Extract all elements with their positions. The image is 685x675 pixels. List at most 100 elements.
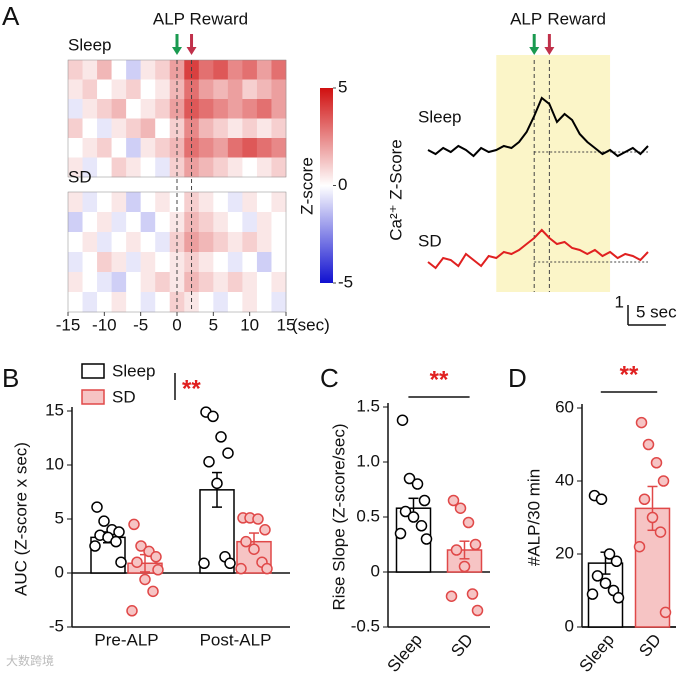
- heatmap-cell: [227, 272, 243, 293]
- heatmap-cell: [111, 272, 127, 293]
- heatmap-cell: [97, 118, 112, 139]
- data-point: [139, 573, 151, 586]
- data-point: [462, 516, 475, 529]
- heatmap-cell: [111, 79, 127, 100]
- significance: **: [182, 375, 201, 402]
- data-point: [646, 511, 659, 524]
- x-tick-label: 0: [172, 315, 181, 334]
- heatmap-cell: [256, 212, 272, 233]
- heatmap-cell: [242, 138, 258, 158]
- heatmap-cell: [198, 272, 214, 293]
- legend-swatch: [81, 363, 105, 379]
- heatmap-cell: [169, 118, 185, 139]
- heatmap-cell: [242, 99, 258, 119]
- heatmap-cell: [227, 99, 243, 119]
- heatmap-cell: [227, 138, 243, 158]
- heatmap-cell: [271, 192, 287, 213]
- heatmap-cell: [97, 60, 112, 80]
- data-point: [586, 588, 599, 600]
- marker-label: ALP: [153, 9, 185, 28]
- marker-label: Reward: [547, 9, 606, 28]
- heatmap-cell: [111, 157, 127, 178]
- x-tick-label: SD: [635, 630, 665, 660]
- x-tick-label: -15: [56, 315, 81, 334]
- x-tick-label: Sleep: [575, 630, 618, 675]
- data-point: [633, 540, 646, 553]
- heatmap-cell: [140, 232, 156, 253]
- heatmap-cell: [198, 192, 214, 213]
- colorbar-tick-label: 5: [338, 77, 347, 96]
- heatmap-cell: [155, 292, 171, 313]
- scalebar-y-label: 1: [615, 292, 624, 311]
- data-point: [115, 556, 127, 568]
- data-point: [595, 493, 608, 505]
- heatmap-cell: [126, 118, 141, 139]
- heatmap-cell: [140, 192, 156, 213]
- colorbar-label: Z-score: [297, 157, 316, 215]
- heatmap-cell: [126, 232, 141, 253]
- heatmap-cell: [97, 79, 112, 100]
- heatmap-cell: [82, 99, 98, 119]
- heatmap-cell: [184, 99, 200, 119]
- heatmap-cell: [213, 192, 229, 213]
- data-point: [128, 518, 140, 531]
- heatmap-cell: [256, 79, 272, 100]
- heatmap-cell: [140, 138, 156, 158]
- heatmap-cell: [227, 252, 243, 273]
- heatmap-cell: [68, 157, 83, 178]
- heatmap-cell: [256, 118, 272, 139]
- heatmap-cell: [97, 292, 112, 313]
- heatmap-cell: [140, 118, 156, 139]
- data-point: [466, 588, 479, 600]
- data-point: [403, 472, 416, 485]
- y-axis-label: #ALP/30 min: [524, 469, 543, 566]
- data-point: [471, 604, 484, 617]
- data-point: [650, 457, 663, 469]
- heatmap-cell: [126, 138, 141, 158]
- heatmap-cell: [213, 60, 229, 80]
- trace: [427, 228, 649, 270]
- y-tick-label: -5: [49, 616, 64, 635]
- heatmap-cell: [213, 79, 229, 100]
- data-point: [454, 502, 467, 514]
- data-point: [252, 513, 264, 525]
- watermark: 大数跨境: [6, 653, 54, 668]
- heatmap-cell: [68, 232, 83, 253]
- heatmap-cell: [213, 272, 229, 293]
- data-point: [654, 526, 667, 538]
- marker-arrowhead: [172, 47, 182, 55]
- panel-letter: A: [2, 1, 20, 31]
- data-point: [235, 562, 247, 575]
- x-axis-label: (sec): [292, 315, 330, 334]
- colorbar-tick-label: 0: [338, 175, 347, 194]
- marker-arrowhead: [186, 47, 197, 55]
- y-tick-label: 60: [555, 397, 574, 416]
- data-point: [198, 557, 210, 570]
- x-tick-label: SD: [447, 630, 477, 660]
- heatmap-cell: [256, 292, 272, 313]
- heatmap-cell: [213, 212, 229, 233]
- heatmap-cell: [140, 157, 156, 178]
- data-point: [591, 570, 604, 582]
- heatmap-cell: [227, 212, 243, 233]
- heatmap-cell: [82, 157, 98, 178]
- heatmap-cell: [82, 232, 98, 253]
- heatmap-cell: [97, 138, 112, 158]
- heatmap-cell: [256, 272, 272, 293]
- heatmap-cell: [97, 232, 112, 253]
- panel-letter: C: [320, 363, 339, 393]
- heatmap-cell: [68, 292, 83, 313]
- heatmap-cell: [111, 292, 127, 313]
- heatmap-cell: [271, 272, 287, 293]
- heatmap-cell: [97, 212, 112, 233]
- data-point: [215, 431, 227, 443]
- heatmap-cell: [68, 138, 83, 158]
- heatmap-cell: [256, 138, 272, 158]
- heatmap-cell: [242, 60, 258, 80]
- heatmap-cell: [126, 99, 141, 119]
- heatmap-cell: [140, 60, 156, 80]
- data-point: [599, 577, 612, 589]
- heatmap-cell: [97, 272, 112, 293]
- heatmap-cell: [111, 212, 127, 233]
